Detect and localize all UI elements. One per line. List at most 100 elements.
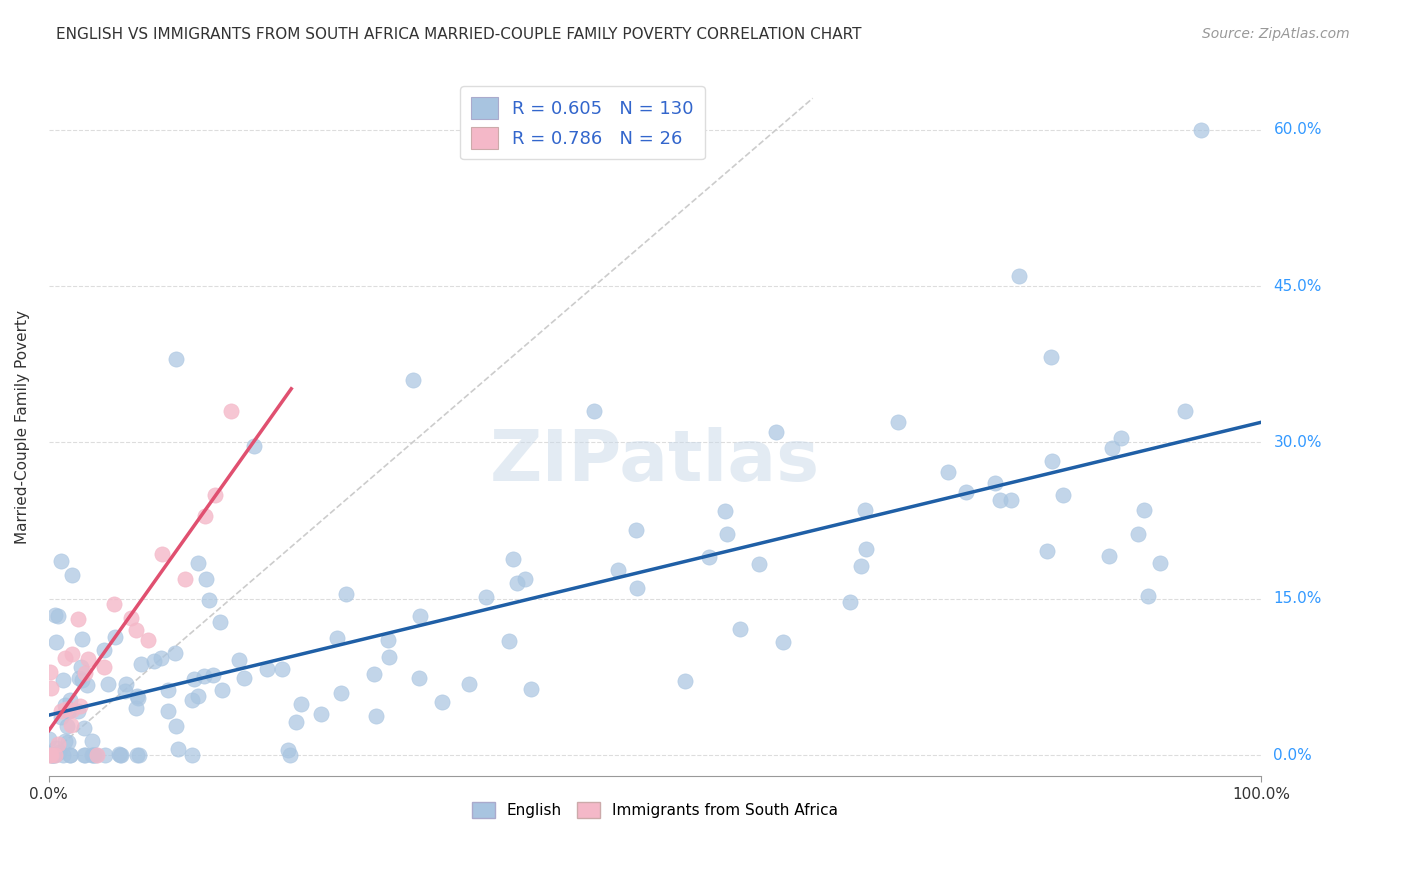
Point xyxy=(58,704,80,718)
Point xyxy=(58,704,80,718)
Point xyxy=(187,690,209,704)
Point xyxy=(42,748,65,763)
Point xyxy=(104,630,127,644)
Point xyxy=(165,351,187,366)
Point xyxy=(45,741,67,756)
Point xyxy=(149,650,172,665)
Point xyxy=(498,634,520,648)
Point xyxy=(198,593,221,607)
Point xyxy=(256,662,278,676)
Point xyxy=(125,623,148,637)
Point xyxy=(114,677,136,691)
Point xyxy=(278,748,301,763)
Point xyxy=(194,572,217,586)
Point xyxy=(38,665,60,679)
Point xyxy=(107,747,129,761)
Point xyxy=(127,748,149,763)
Point xyxy=(77,652,100,666)
Point xyxy=(129,657,152,671)
Point xyxy=(513,572,536,586)
Point xyxy=(1136,589,1159,603)
Point xyxy=(626,582,648,596)
Point xyxy=(55,702,77,716)
Point xyxy=(329,686,352,700)
Point xyxy=(606,563,628,577)
Point xyxy=(1101,442,1123,456)
Point xyxy=(716,527,738,541)
Text: 60.0%: 60.0% xyxy=(1274,122,1322,137)
Text: 30.0%: 30.0% xyxy=(1274,435,1322,450)
Point xyxy=(408,671,430,685)
Point xyxy=(59,748,82,763)
Point xyxy=(127,690,149,705)
Point xyxy=(232,671,254,685)
Point xyxy=(475,590,498,604)
Point xyxy=(697,549,720,564)
Point xyxy=(1098,549,1121,563)
Point xyxy=(38,732,60,747)
Point xyxy=(138,633,160,648)
Point xyxy=(60,702,83,716)
Point xyxy=(157,705,180,719)
Point xyxy=(76,677,98,691)
Point xyxy=(187,556,209,570)
Point xyxy=(166,742,188,756)
Point xyxy=(228,653,250,667)
Point xyxy=(277,743,299,757)
Point xyxy=(1000,493,1022,508)
Point xyxy=(66,705,89,719)
Point xyxy=(988,493,1011,508)
Point xyxy=(270,662,292,676)
Point xyxy=(211,683,233,698)
Point xyxy=(1008,268,1031,283)
Point xyxy=(58,735,80,749)
Point xyxy=(458,677,481,691)
Point xyxy=(502,552,524,566)
Point xyxy=(364,709,387,723)
Point xyxy=(150,547,173,561)
Point xyxy=(673,674,696,689)
Point xyxy=(41,748,63,763)
Point xyxy=(1109,431,1132,445)
Point xyxy=(42,748,65,763)
Point xyxy=(39,748,62,763)
Point xyxy=(748,558,770,572)
Point xyxy=(53,733,76,747)
Point xyxy=(53,651,76,665)
Point xyxy=(49,554,72,568)
Point xyxy=(772,635,794,649)
Point xyxy=(208,615,231,630)
Text: 15.0%: 15.0% xyxy=(1274,591,1322,607)
Point xyxy=(886,415,908,429)
Point xyxy=(180,693,202,707)
Point xyxy=(166,719,188,733)
Point xyxy=(80,734,103,748)
Point xyxy=(128,748,150,763)
Point xyxy=(82,748,104,763)
Text: ZIPatlas: ZIPatlas xyxy=(489,427,820,496)
Point xyxy=(401,373,423,387)
Point xyxy=(39,748,62,763)
Point xyxy=(59,717,82,731)
Point xyxy=(1189,122,1212,136)
Point xyxy=(127,689,149,703)
Point xyxy=(59,748,82,763)
Text: 45.0%: 45.0% xyxy=(1274,278,1322,293)
Point xyxy=(86,748,108,763)
Point xyxy=(855,542,877,557)
Point xyxy=(363,666,385,681)
Point xyxy=(73,748,96,763)
Point xyxy=(44,748,66,763)
Point xyxy=(83,748,105,763)
Point xyxy=(335,587,357,601)
Point xyxy=(80,748,103,763)
Point xyxy=(1040,454,1063,468)
Point xyxy=(624,523,647,537)
Point xyxy=(56,719,79,733)
Point xyxy=(430,695,453,709)
Point xyxy=(41,681,63,696)
Point xyxy=(49,704,72,718)
Point xyxy=(44,608,66,623)
Point xyxy=(72,632,94,646)
Point xyxy=(73,748,96,763)
